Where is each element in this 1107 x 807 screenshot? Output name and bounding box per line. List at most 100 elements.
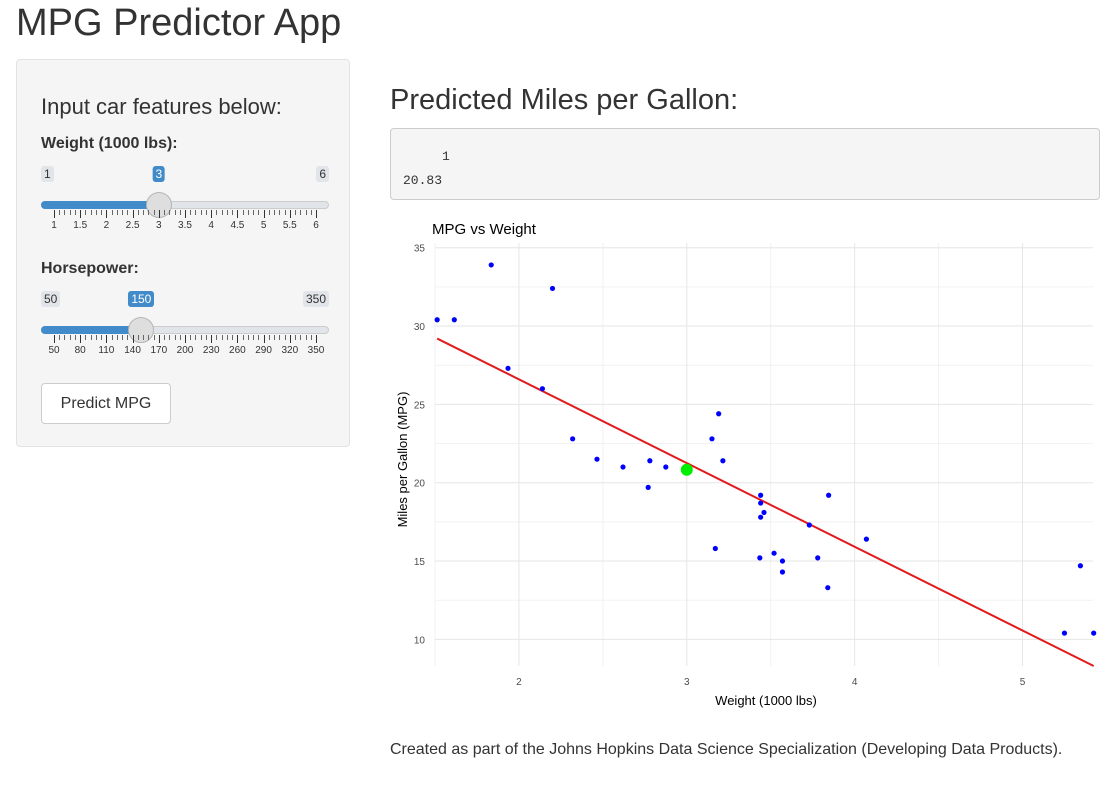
data-point (539, 386, 546, 392)
input-panel: Input car features below: Weight (1000 l… (16, 59, 350, 447)
y-tick-label: 30 (414, 322, 426, 333)
data-point (488, 262, 494, 268)
horsepower-value-label: 150 (128, 291, 155, 307)
horsepower-tick-mark (106, 335, 108, 343)
horsepower-tick-mark (200, 335, 202, 340)
weight-tick-mark (111, 210, 113, 215)
horsepower-tick-mark (116, 335, 118, 340)
horsepower-tick-mark (169, 335, 171, 340)
weight-tick-mark (64, 210, 66, 215)
horsepower-tick-mark (185, 335, 186, 343)
input-panel-heading: Input car features below: (41, 94, 282, 119)
horsepower-tick-mark (164, 335, 166, 340)
data-point (720, 458, 726, 464)
weight-tick-mark (211, 210, 213, 218)
horsepower-tick-label: 230 (202, 345, 220, 356)
weight-tick-mark (90, 210, 92, 215)
data-point (594, 456, 600, 462)
weight-slider-ticks: 1 1.5 2 2.5 3 3.5 4 4.5 5 5.5 6 (41, 210, 329, 250)
x-tick-label: 4 (852, 677, 858, 688)
mpg-weight-chart: 2 3 4 5 10 15 20 25 30 35 MPG vs Weight Weight (100… (395, 221, 1097, 708)
data-point (712, 545, 718, 552)
horsepower-tick-mark (226, 335, 228, 340)
weight-tick-mark (153, 210, 155, 215)
data-point (758, 500, 764, 506)
weight-tick-mark (122, 210, 124, 215)
horsepower-tick-mark (69, 335, 71, 340)
y-tick-label: 35 (414, 244, 426, 255)
horsepower-tick-mark (284, 335, 286, 340)
weight-tick-mark (300, 210, 302, 215)
weight-tick-label: 4.5 (230, 220, 245, 231)
weight-tick-mark (59, 210, 61, 215)
weight-tick-mark (305, 210, 307, 215)
horsepower-tick-mark (237, 335, 239, 343)
horsepower-tick-label: 260 (229, 345, 246, 356)
data-point (663, 464, 669, 470)
weight-tick-mark (195, 210, 197, 215)
data-point (758, 514, 764, 520)
app-title: MPG Predictor App (16, 2, 342, 44)
data-point (505, 365, 511, 371)
horsepower-tick-mark (127, 335, 129, 340)
weight-tick-mark (284, 210, 286, 215)
horsepower-tick-mark (132, 335, 134, 343)
weight-min-label: 1 (41, 166, 54, 182)
data-point (757, 555, 763, 561)
weight-tick-mark (54, 210, 55, 218)
y-tick-label: 25 (414, 400, 426, 411)
weight-value-label: 3 (152, 166, 166, 182)
horsepower-tick-mark (90, 335, 92, 340)
horsepower-tick-label: 320 (281, 345, 299, 356)
data-point (771, 550, 777, 556)
data-point (761, 509, 767, 516)
weight-tick-mark (205, 210, 207, 215)
x-tick-label: 3 (684, 677, 690, 688)
weight-tick-mark (143, 210, 145, 215)
horsepower-tick-label: 50 (48, 345, 60, 356)
weight-tick-label: 5.5 (282, 220, 297, 231)
horsepower-tick-mark (300, 335, 302, 340)
weight-tick-mark (237, 210, 239, 218)
weight-tick-mark (247, 210, 249, 215)
data-point (620, 464, 626, 470)
horsepower-tick-mark (289, 335, 291, 343)
horsepower-tick-mark (95, 335, 97, 340)
weight-tick-mark (95, 210, 97, 215)
prediction-output-value: 20.83 (403, 173, 443, 188)
x-tick-label: 2 (516, 677, 522, 688)
horsepower-slider[interactable]: 50 350 150 50 80 110 140 170 200 230 260 290 320 3… (41, 291, 329, 371)
predict-mpg-button[interactable]: Predict MPG (41, 383, 171, 424)
weight-tick-mark (174, 210, 176, 215)
horsepower-tick-mark (80, 335, 82, 343)
horsepower-tick-mark (242, 335, 244, 340)
data-point (826, 492, 832, 498)
data-point (1061, 630, 1068, 636)
prediction-output-index: 1 (403, 149, 450, 164)
weight-slider-fill (41, 201, 159, 209)
weight-tick-mark (274, 210, 276, 215)
chart-title: MPG vs Weight (432, 221, 537, 238)
horsepower-tick-mark (195, 335, 197, 340)
horsepower-tick-label: 110 (98, 345, 115, 356)
horsepower-slider-ticks: 50 80 110 140 170 200 230 260 290 320 350 (41, 335, 329, 375)
weight-tick-mark (127, 210, 129, 215)
horsepower-tick-mark (143, 335, 145, 340)
horsepower-tick-mark (258, 335, 260, 340)
weight-tick-mark (164, 210, 166, 215)
horsepower-tick-mark (295, 335, 297, 340)
regression-line (436, 337, 1095, 667)
weight-tick-label: 6 (313, 220, 319, 231)
horsepower-tick-mark (253, 335, 255, 340)
horsepower-tick-mark (85, 335, 87, 340)
y-tick-label: 15 (414, 557, 426, 568)
horsepower-tick-mark (310, 335, 312, 340)
prediction-heading: Predicted Miles per Gallon: (390, 84, 739, 116)
horsepower-tick-label: 80 (74, 345, 86, 356)
weight-tick-label: 2 (103, 220, 110, 231)
data-point (815, 555, 821, 561)
weight-slider[interactable]: 1 6 3 1 1.5 2 2.5 3 3.5 4 4.5 5 5.5 6 (41, 166, 329, 246)
data-point (779, 569, 786, 575)
horsepower-tick-mark (74, 335, 76, 340)
weight-tick-label: 3.5 (178, 220, 192, 231)
